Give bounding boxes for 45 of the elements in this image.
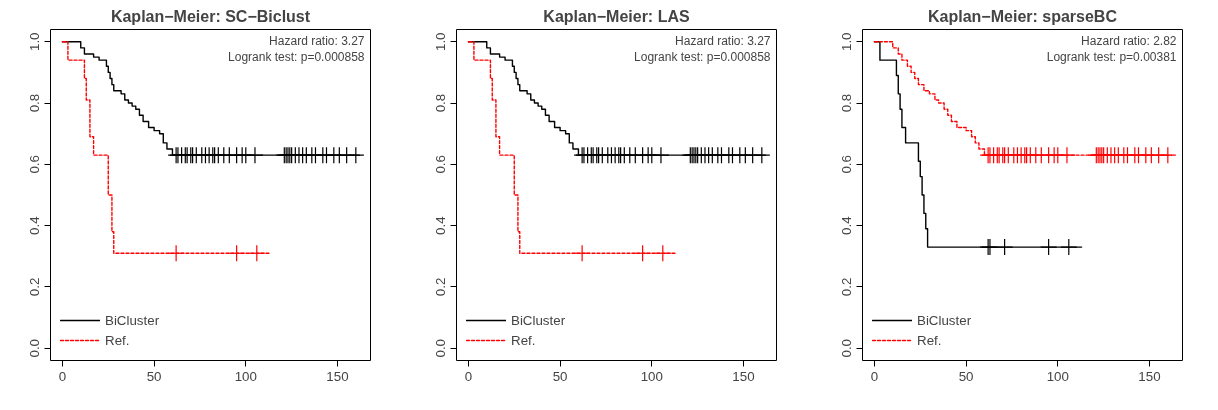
y-tick-label: 0.6: [27, 155, 43, 174]
x-tick-label: 50: [958, 368, 974, 384]
y-tick-label: 1.0: [27, 32, 43, 52]
y-tick-label: 0.0: [27, 338, 43, 358]
legend-label: Ref.: [105, 332, 130, 348]
y-tick-label: 0.2: [433, 277, 449, 297]
x-tick-label: 0: [58, 368, 67, 384]
y-tick-label: 0.2: [27, 277, 43, 297]
y-tick-label: 0.6: [839, 155, 855, 174]
x-tick-label: 100: [1046, 368, 1069, 384]
x-tick-label: 100: [640, 368, 663, 384]
x-tick-label: 0: [870, 368, 879, 384]
y-tick-label: 0.8: [433, 93, 449, 113]
y-tick-label: 1.0: [839, 32, 855, 52]
x-tick-label: 150: [732, 368, 755, 384]
x-tick-label: 50: [552, 368, 568, 384]
x-tick-label: 150: [326, 368, 349, 384]
y-tick-label: 0.8: [27, 93, 43, 113]
legend-label: Ref.: [511, 332, 536, 348]
chart-title: Kaplan−Meier: SC−Biclust: [110, 7, 311, 25]
legend-label: BiCluster: [917, 312, 972, 328]
y-tick-label: 0.6: [433, 155, 449, 174]
annotation: Logrank test: p=0.000858: [634, 49, 771, 64]
y-tick-label: 0.4: [839, 215, 855, 235]
y-tick-label: 0.8: [839, 93, 855, 113]
x-tick-label: 0: [464, 368, 473, 384]
y-tick-label: 0.4: [27, 215, 43, 235]
annotation: Hazard ratio: 3.27: [269, 33, 365, 48]
x-tick-label: 50: [146, 368, 162, 384]
annotation: Hazard ratio: 3.27: [675, 33, 771, 48]
legend-label: BiCluster: [511, 312, 566, 328]
x-tick-label: 150: [1138, 368, 1161, 384]
chart-title: Kaplan−Meier: LAS: [543, 7, 690, 25]
annotation: Logrank test: p=0.00381: [1046, 49, 1177, 64]
legend-label: Ref.: [917, 332, 942, 348]
x-tick-label: 100: [234, 368, 257, 384]
y-tick-label: 1.0: [433, 32, 449, 52]
y-tick-label: 0.0: [433, 338, 449, 358]
y-tick-label: 0.4: [433, 215, 449, 235]
annotation: Hazard ratio: 2.82: [1081, 33, 1177, 48]
legend-label: BiCluster: [105, 312, 160, 328]
annotation: Logrank test: p=0.000858: [228, 49, 365, 64]
y-tick-label: 0.2: [839, 277, 855, 297]
chart-title: Kaplan−Meier: sparseBC: [928, 7, 1118, 25]
y-tick-label: 0.0: [839, 338, 855, 358]
